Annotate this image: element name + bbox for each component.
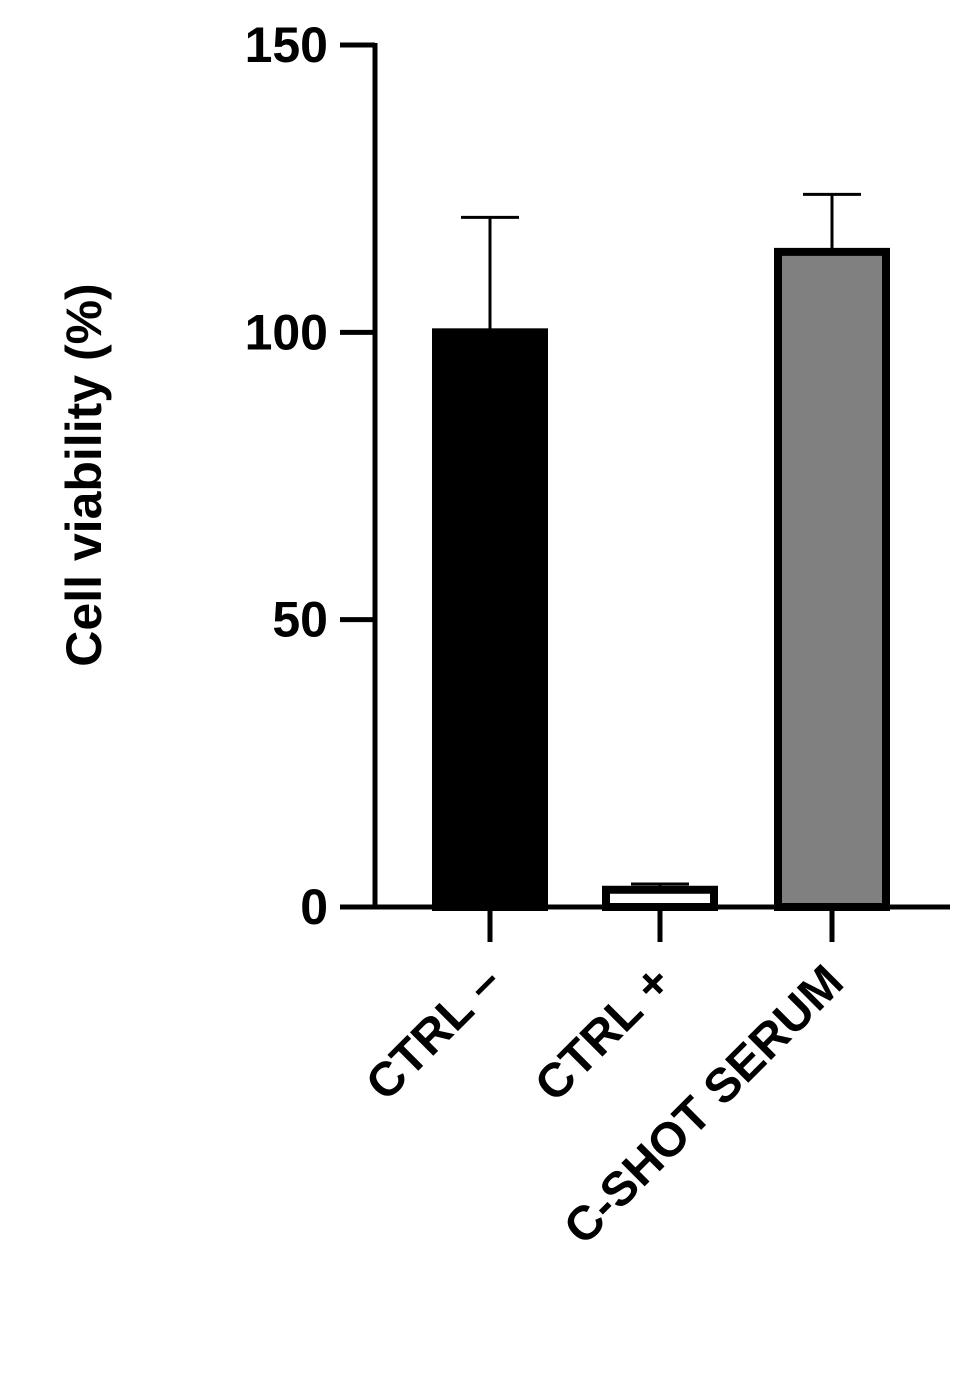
y-axis-title: Cell viability (%) <box>56 283 112 666</box>
bar <box>432 328 548 912</box>
bar <box>602 885 718 912</box>
y-tick-label: 150 <box>245 17 328 73</box>
y-tick-label: 0 <box>300 879 328 935</box>
x-tick-label: CTRL + <box>525 955 682 1112</box>
y-tick-label: 50 <box>272 592 328 648</box>
x-tick-label: CTRL – <box>356 955 512 1111</box>
bar <box>774 247 890 911</box>
y-tick-label: 100 <box>245 304 328 360</box>
